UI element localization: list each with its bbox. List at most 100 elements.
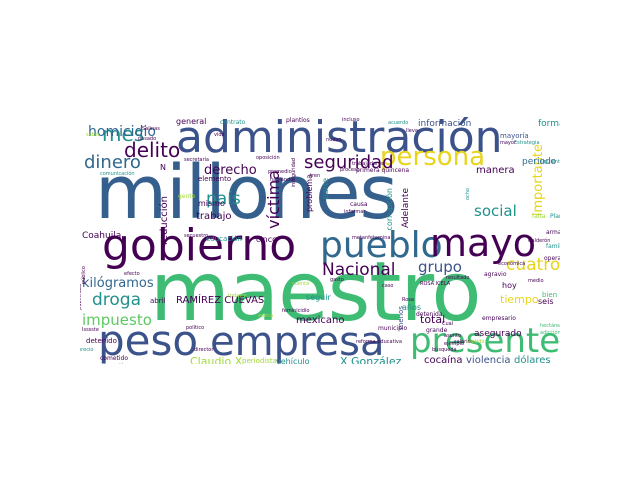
word-proceso: proceso bbox=[340, 167, 360, 173]
word-derecho: derecho bbox=[204, 163, 257, 178]
word-forma: forma bbox=[538, 119, 560, 129]
word-ejemplo: ejemplo bbox=[444, 341, 465, 347]
word-pasado: pasado bbox=[138, 136, 157, 142]
word-x-gonzalez: X González bbox=[340, 355, 402, 364]
word-publico: público bbox=[81, 266, 87, 285]
word-todavia: todavía bbox=[228, 293, 247, 299]
word-busqueda: búsqueda bbox=[432, 347, 457, 353]
word-plan: Plan bbox=[550, 213, 560, 220]
word-kilogramos: kilógramos bbox=[82, 276, 154, 291]
word-medio: medio bbox=[528, 278, 544, 284]
word-causa: causa bbox=[350, 201, 368, 208]
word-plantios: plantíos bbox=[286, 117, 310, 124]
word-homicidio: homicidio bbox=[88, 124, 156, 140]
word-periodo: periodo bbox=[522, 157, 557, 167]
word-cloud: maestro millones administración gobierno… bbox=[80, 116, 560, 364]
word-adelante: Adelante bbox=[401, 188, 411, 229]
word-resultado: resultado bbox=[446, 275, 470, 281]
word-pueblo: pueblo bbox=[320, 225, 443, 266]
word-mayor: mayor bbox=[500, 140, 517, 146]
word-hectareas: hectáreas bbox=[540, 323, 560, 329]
word-coahuila: Coahuila bbox=[82, 231, 122, 241]
word-armas: armas bbox=[546, 229, 560, 236]
word-nacional: Nacional bbox=[322, 260, 396, 280]
word-reforma-educativa: reforma educativa bbox=[356, 339, 402, 345]
word-cocaina: cocaína bbox=[424, 355, 463, 365]
word-isssste: Isssste bbox=[82, 327, 99, 333]
word-promedio: promedio bbox=[268, 169, 292, 175]
word-familia: familia bbox=[546, 243, 560, 250]
word-cometido: cometido bbox=[100, 355, 129, 362]
word-delito: delito bbox=[124, 138, 181, 162]
word-educacion: educación bbox=[206, 235, 242, 243]
word-n: N bbox=[160, 163, 166, 172]
word-primera-quincena: primera quincena bbox=[356, 167, 410, 174]
word-salinas: Salinas bbox=[142, 126, 160, 132]
word-rosa-icela: ROSA ICELA bbox=[420, 281, 451, 287]
word-salario: salario bbox=[454, 339, 471, 345]
word-informar: informar bbox=[344, 209, 366, 215]
word-agravio: agravio bbox=[484, 271, 507, 278]
word-cual: Cual bbox=[442, 321, 454, 327]
word-metanfetamina: metanfetamina bbox=[352, 235, 391, 241]
word-politico: político bbox=[186, 325, 205, 331]
word-dolares: dólares bbox=[514, 355, 551, 365]
word-tiempo: tiempo bbox=[500, 293, 539, 306]
word-incluso: incluso bbox=[342, 117, 360, 123]
word-empresario: empresario bbox=[482, 315, 516, 322]
word-grande: grande bbox=[426, 327, 448, 334]
word-informacion: información bbox=[418, 119, 472, 129]
word-secuestro: secuestro bbox=[184, 233, 209, 239]
word-trabajo: trabajo bbox=[196, 211, 232, 222]
word-presente: presente bbox=[410, 321, 560, 361]
word-problema: problema bbox=[305, 174, 314, 213]
word-director: director bbox=[194, 347, 214, 353]
word-ocho: ocho bbox=[465, 188, 471, 201]
word-detenida: detenida bbox=[416, 311, 443, 318]
word-feminicidio: feminicidio bbox=[282, 308, 310, 314]
word-millones: millones bbox=[95, 150, 398, 236]
word-dinero: dinero bbox=[84, 152, 141, 173]
word-nuevo: nuevo bbox=[326, 137, 342, 143]
word-manera: manera bbox=[476, 165, 515, 176]
word-saber: saber bbox=[86, 132, 100, 138]
word-corrupcion: corrupción bbox=[385, 188, 394, 231]
word-acuerdo: acuerdo bbox=[388, 120, 409, 126]
word-lleva: lleva bbox=[406, 128, 418, 134]
word-seguridad: seguridad bbox=[304, 152, 394, 173]
word-hoy: hoy bbox=[502, 281, 517, 290]
word-oposicion: oposición bbox=[256, 155, 280, 161]
word-asegurado: asegurado bbox=[474, 329, 522, 339]
word-tren: tren bbox=[310, 173, 321, 179]
word-social: social bbox=[474, 202, 517, 220]
word-anos: años bbox=[402, 303, 422, 312]
word-mexicano: mexicano bbox=[296, 315, 345, 326]
word-mismo: mismo bbox=[198, 199, 225, 208]
word-violencia: violencia bbox=[466, 355, 511, 365]
word-operacion: operación bbox=[544, 255, 560, 262]
word-gente: gente bbox=[178, 193, 196, 200]
word-asunto: asunto bbox=[444, 333, 462, 339]
word-precio: precio bbox=[80, 347, 94, 353]
word-cuenta: cuenta bbox=[292, 281, 310, 287]
word-persona: persona bbox=[380, 142, 486, 172]
word-comunicacion: comunicación bbox=[100, 171, 135, 177]
word-droga: droga bbox=[92, 290, 142, 310]
word-rosa: Rosa bbox=[402, 297, 414, 303]
word-pais: país bbox=[206, 189, 241, 209]
word-general: general bbox=[176, 117, 207, 126]
word-detenido: detenido bbox=[86, 337, 117, 345]
word-caso: caso bbox=[382, 283, 394, 289]
word-parte: parte bbox=[321, 178, 330, 200]
word-secretaria: secretaría bbox=[184, 157, 209, 163]
word-trabajadores: trabajadores bbox=[352, 161, 384, 167]
word-calderon: Calderón bbox=[528, 238, 551, 244]
word-peso: peso bbox=[98, 316, 199, 364]
word-importante: importante bbox=[531, 144, 546, 217]
word-seis: seis bbox=[538, 297, 554, 306]
word-contrato: contrato bbox=[220, 119, 246, 126]
word-seguir: seguir bbox=[306, 293, 331, 302]
word-vida: vida bbox=[214, 132, 225, 138]
word-vehiculo: vehículo bbox=[276, 357, 310, 365]
word-elemento: elemento bbox=[198, 175, 232, 183]
